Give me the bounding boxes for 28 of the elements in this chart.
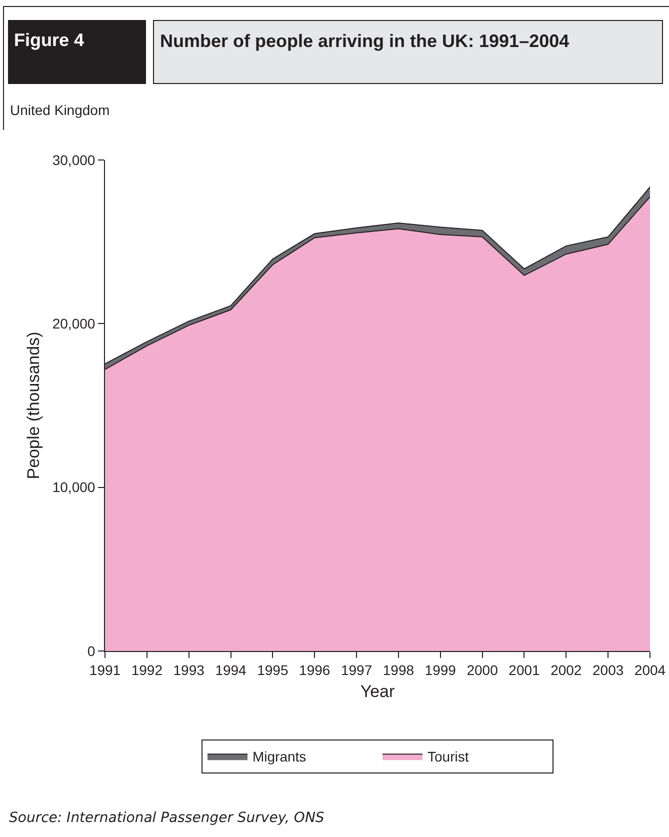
x-tick-label: 1993 [173, 662, 205, 678]
x-tick-label: 1999 [424, 662, 456, 678]
x-tick-label: 2003 [592, 662, 624, 678]
y-tick-label: 20,000 [52, 316, 96, 332]
x-tick-label: 2000 [466, 662, 498, 678]
x-tick-label: 2004 [634, 662, 666, 678]
y-tick-label: 0 [87, 642, 96, 659]
y-axis-title: People (thousands) [24, 332, 43, 480]
legend-label: Migrants [252, 748, 306, 765]
caption: Figure 4 [14, 30, 84, 50]
x-tick-label: 1992 [131, 662, 163, 678]
y-tick-label: 30,000 [52, 152, 96, 168]
legend-label: Tourist [428, 748, 469, 765]
x-tick-label: 1998 [382, 662, 414, 678]
x-tick-label: 2002 [550, 662, 582, 678]
x-tick-label: 1997 [340, 662, 372, 678]
x-tick-label: 1996 [299, 662, 330, 678]
x-tick-label: 1994 [215, 662, 247, 678]
chart-title: Number of people arriving in the UK: 1991–2004 [160, 31, 570, 51]
y-tick-label: 10,000 [52, 479, 96, 496]
x-axis-title: Year [360, 682, 396, 702]
chart-subtitle: United Kingdom [10, 102, 110, 118]
title-box: Number of people arriving in the UK: 1991–2004 [153, 20, 663, 84]
figure-label-box: Figure 4 [8, 20, 146, 84]
x-tick-label: 1991 [89, 662, 121, 678]
source-note: Source: International Passenger Survey, ONS [9, 810, 324, 826]
x-tick-label: 1995 [257, 662, 288, 678]
x-tick-label: 2001 [508, 662, 540, 678]
